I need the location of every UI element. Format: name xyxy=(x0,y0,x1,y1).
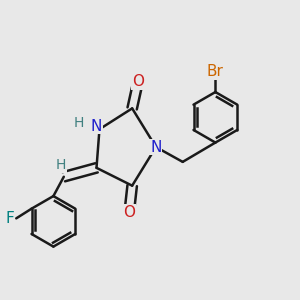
Text: H: H xyxy=(74,116,84,130)
Text: O: O xyxy=(132,74,144,89)
Text: N: N xyxy=(150,140,162,154)
Text: F: F xyxy=(6,211,15,226)
Text: H: H xyxy=(56,158,66,172)
Text: Br: Br xyxy=(207,64,224,79)
Text: O: O xyxy=(123,205,135,220)
Text: N: N xyxy=(91,119,102,134)
